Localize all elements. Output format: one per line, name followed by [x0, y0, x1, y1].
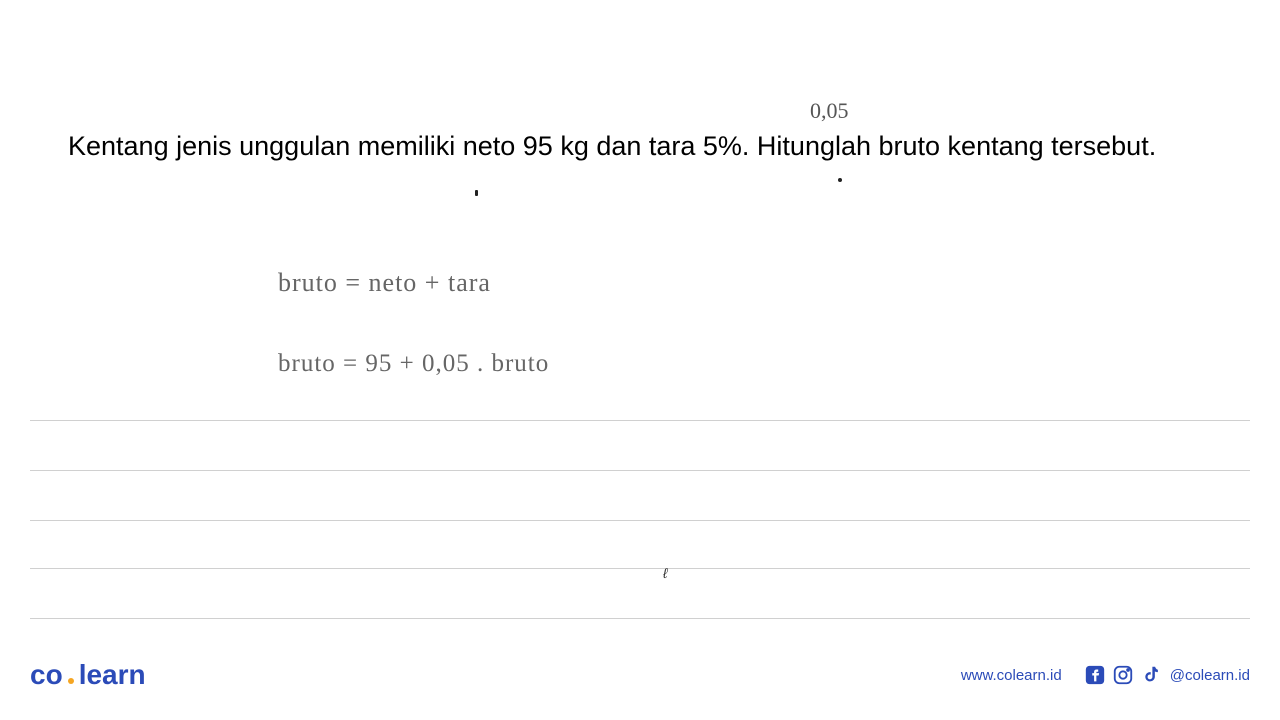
- facebook-icon: [1084, 664, 1106, 686]
- instagram-icon: [1112, 664, 1134, 686]
- problem-statement: Kentang jenis unggulan memiliki neto 95 …: [68, 128, 1218, 166]
- social-handle: @colearn.id: [1170, 667, 1250, 684]
- colearn-logo: co learn: [30, 659, 146, 691]
- ruled-line: [30, 618, 1250, 619]
- handwritten-formula-2: bruto = 95 + 0,05 . bruto: [278, 350, 549, 378]
- handwritten-formula-1: bruto = neto + tara: [278, 268, 491, 298]
- content-area: 0,05 Kentang jenis unggulan memiliki net…: [0, 0, 1280, 645]
- ruled-line: [30, 520, 1250, 521]
- logo-dot-icon: [68, 678, 74, 684]
- tiktok-icon: [1140, 664, 1162, 686]
- ruled-line: [30, 568, 1250, 569]
- tick-mark: [475, 190, 478, 196]
- logo-learn: learn: [79, 659, 146, 691]
- website-url: www.colearn.id: [961, 667, 1062, 684]
- ruled-line: [30, 470, 1250, 471]
- pen-mark: ℓ: [663, 565, 668, 581]
- footer: co learn www.colearn.id @colearn.id: [0, 645, 1280, 720]
- footer-right: www.colearn.id @colearn.id: [961, 664, 1250, 686]
- dot-mark: [838, 178, 842, 182]
- annotation-005: 0,05: [810, 98, 849, 124]
- logo-co: co: [30, 659, 63, 691]
- social-group: @colearn.id: [1084, 664, 1250, 686]
- ruled-line: [30, 420, 1250, 421]
